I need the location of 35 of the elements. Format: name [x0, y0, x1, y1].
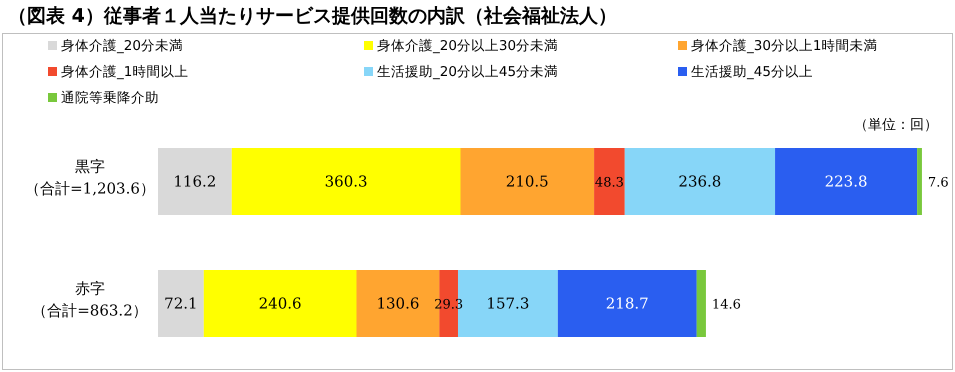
data-label: 7.6	[928, 176, 949, 190]
data-label: 14.6	[712, 298, 741, 312]
legend-label: 身体介護_20分以上30分未満	[377, 38, 558, 54]
bar	[158, 270, 204, 337]
y-tick-label: 黒字（合計=1,203.6）	[25, 158, 155, 198]
bar	[624, 148, 776, 215]
bar	[158, 148, 232, 215]
legend-label: 生活援助_45分以上	[691, 64, 813, 80]
data-label: 130.6	[376, 294, 420, 312]
legend-label: 生活援助_20分以上45分未満	[377, 64, 558, 80]
bar	[460, 148, 594, 215]
data-label: 218.7	[606, 294, 649, 312]
y-tick-label: 赤字（合計=863.2）	[32, 280, 148, 320]
data-label: 72.1	[164, 294, 198, 312]
legend-label: 通院等乗降介助	[61, 90, 159, 106]
legend-label: 身体介護_1時間以上	[61, 64, 188, 80]
legend-label: 身体介護_20分未満	[61, 38, 183, 54]
data-label: 210.5	[506, 172, 549, 190]
data-label: 223.8	[824, 172, 868, 190]
bar	[204, 270, 356, 337]
data-label: 236.8	[678, 172, 722, 190]
data-label: 240.6	[258, 294, 302, 312]
bar	[558, 270, 697, 337]
bar	[775, 148, 918, 215]
bar	[696, 270, 706, 337]
data-label: 48.3	[594, 176, 624, 190]
bar	[232, 148, 460, 215]
data-label: 157.3	[486, 294, 530, 312]
bar	[917, 148, 922, 215]
data-label: 360.3	[324, 172, 368, 190]
bar	[594, 148, 625, 215]
data-label: 116.2	[173, 172, 216, 190]
chart-title: （図表 4）従事者１人当たりサービス提供回数の内訳（社会福祉法人）	[8, 5, 617, 27]
legend-label: 身体介護_30分以上1時間未満	[691, 38, 878, 54]
annotation: （単位：回）	[854, 117, 938, 133]
